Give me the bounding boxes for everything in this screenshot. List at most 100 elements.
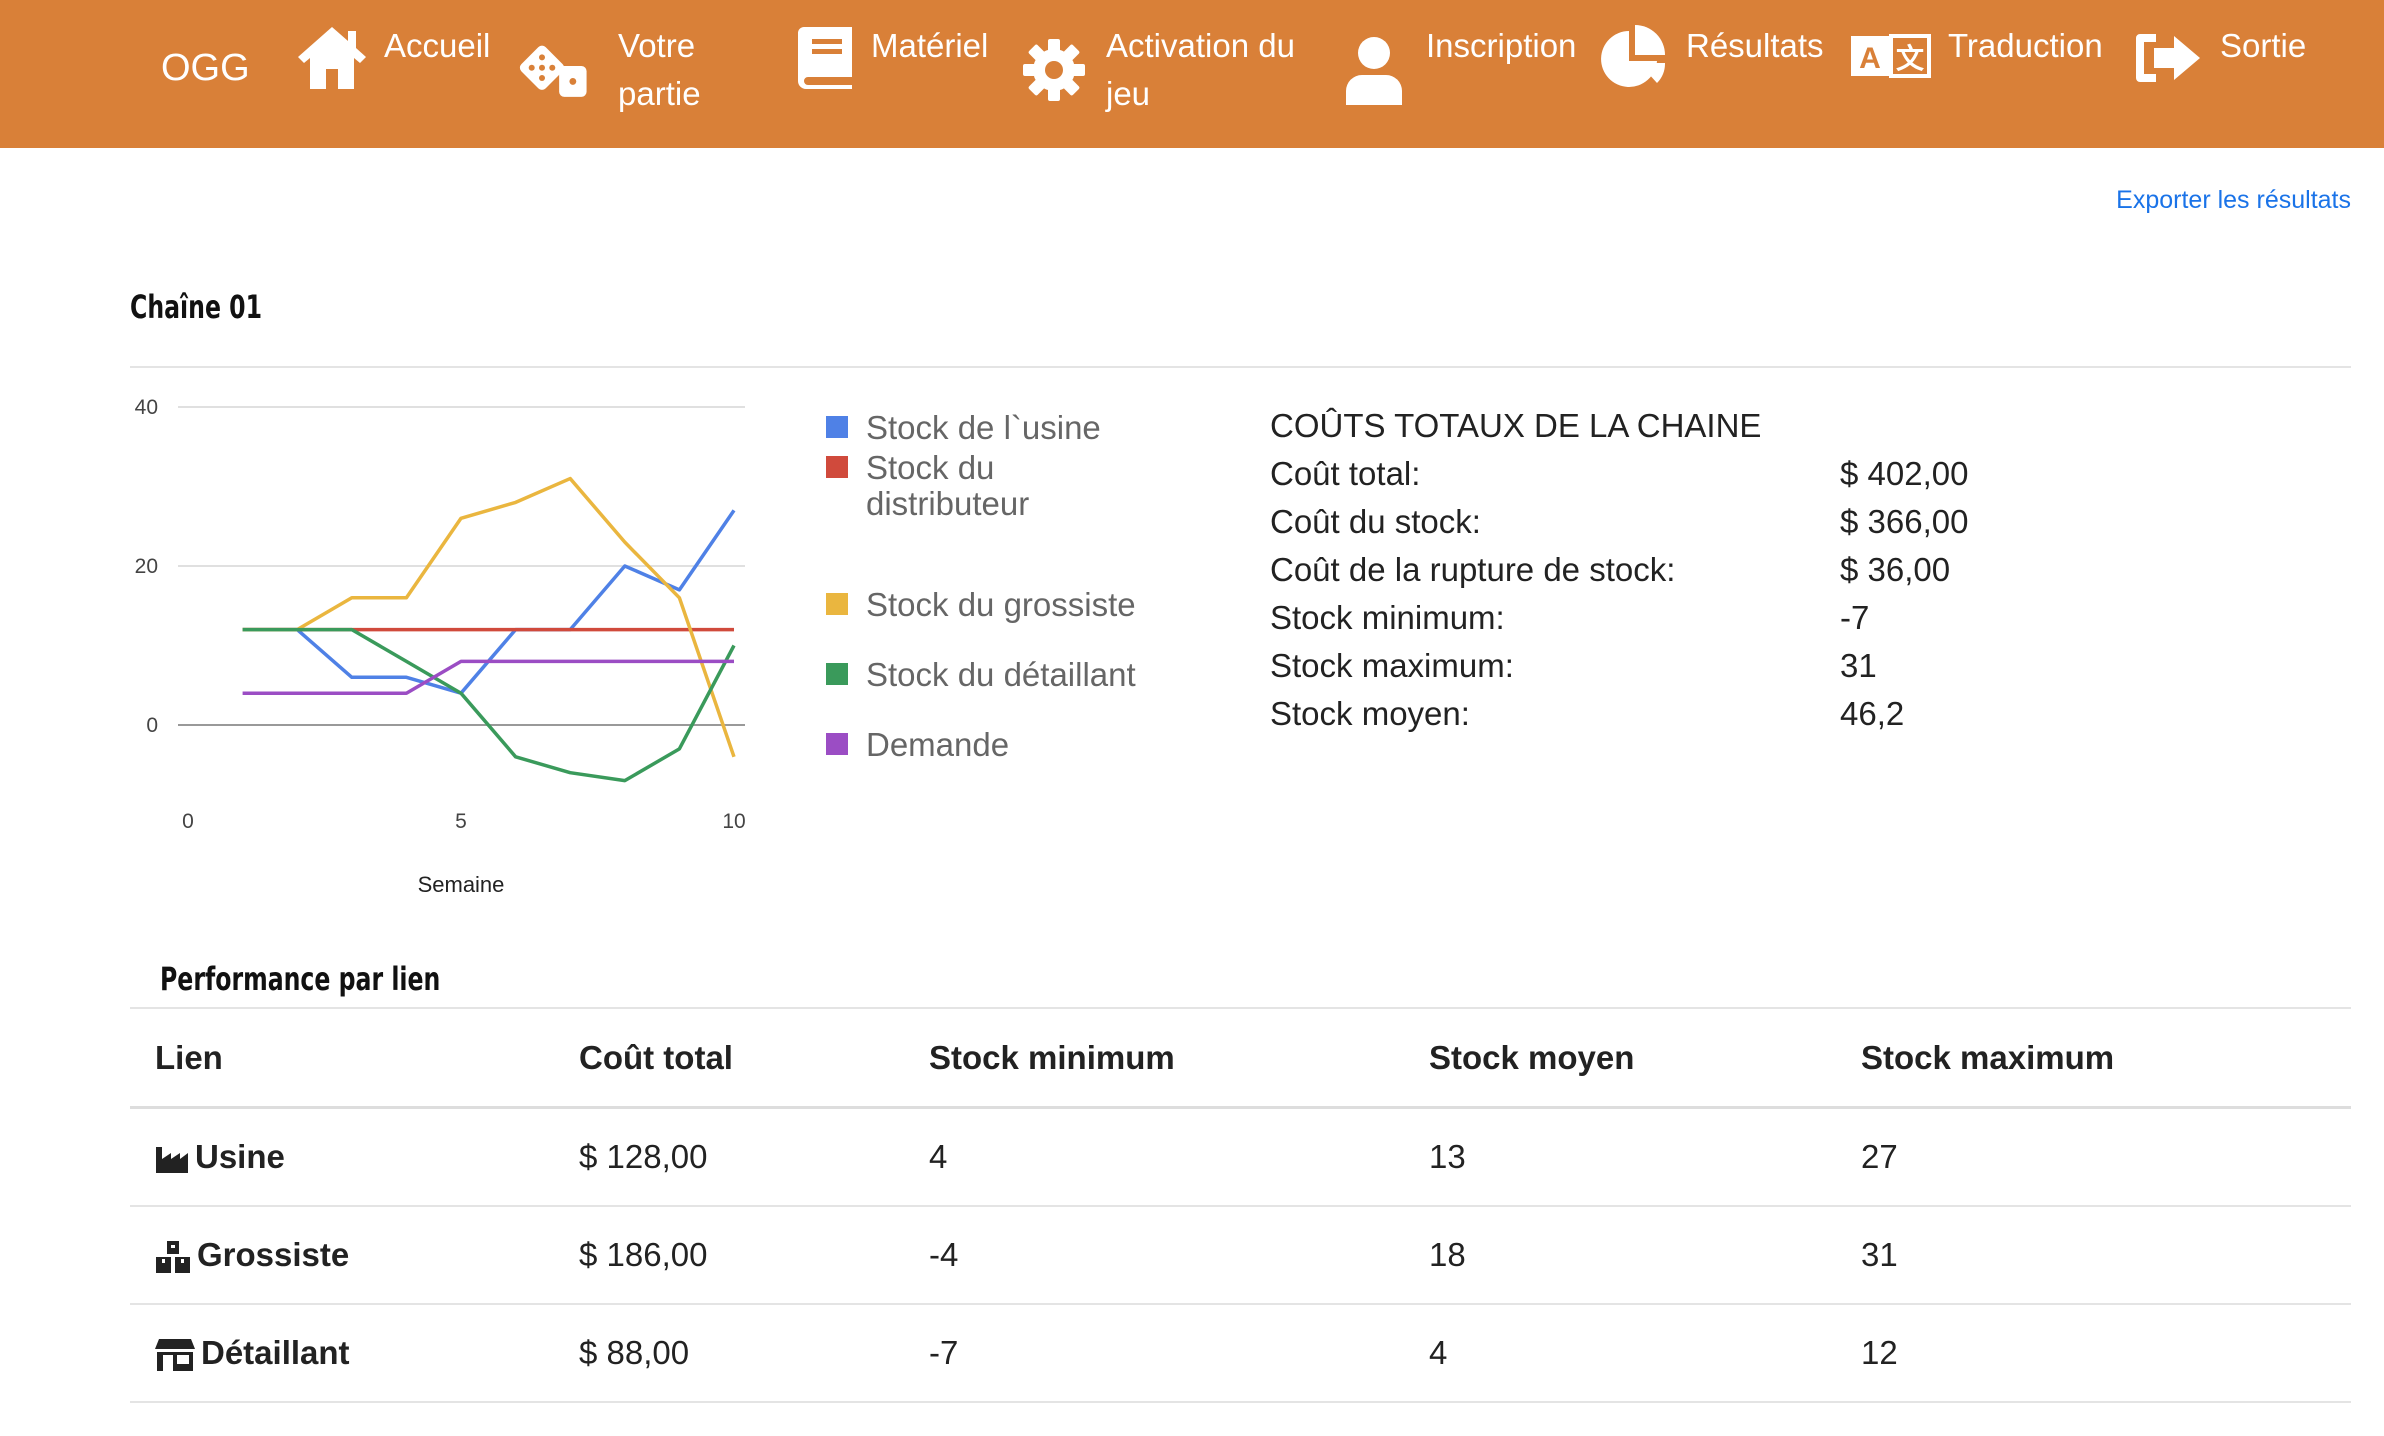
nav-label: Traduction	[1948, 27, 2103, 64]
cost-row: Stock minimum: -7	[1270, 594, 2070, 642]
series-line-3	[242, 627, 736, 783]
legend-swatch	[826, 733, 848, 755]
cell-stock-maximum: 12	[1836, 1304, 2351, 1403]
nav-item-sortie[interactable]: Sortie	[2132, 22, 2306, 122]
legend-label: Demande	[866, 727, 1009, 763]
cost-row: Coût total: $ 402,00	[1270, 450, 2070, 498]
legend-item[interactable]: Stock du grossiste	[826, 587, 1136, 623]
cell-stock-minimum: -7	[904, 1304, 1404, 1403]
x-tick-label: 0	[182, 810, 194, 833]
store-icon	[155, 1339, 195, 1372]
nav-label: Matériel	[871, 27, 989, 64]
legend-item[interactable]: Stock de l`usine	[826, 410, 1101, 446]
series-line-0	[242, 509, 736, 695]
legend-swatch	[826, 663, 848, 685]
header-stock-maximum: Stock maximum	[1836, 1010, 2351, 1109]
cell-stock-minimum: -4	[904, 1206, 1404, 1305]
nav-label: Accueil	[384, 27, 491, 64]
brand-link[interactable]: OGG	[161, 47, 250, 89]
legend-item[interactable]: Stock du distributeur	[826, 450, 1029, 522]
nav-label: Votre partie	[618, 27, 701, 112]
legend-label-line: Stock du grossiste	[866, 586, 1136, 623]
cost-label: Coût de la rupture de stock:	[1270, 551, 1676, 588]
sign-out-icon	[2132, 22, 2204, 94]
cell-stock-moyen: 13	[1404, 1107, 1836, 1207]
legend-label: Stock de l`usine	[866, 410, 1101, 446]
link-name: Détaillant	[201, 1334, 350, 1371]
dice-icon	[518, 36, 590, 108]
legend-item[interactable]: Stock du détaillant	[826, 657, 1136, 693]
y-tick-label: 0	[146, 714, 158, 737]
cost-value: 46,2	[1840, 695, 1905, 732]
legend-swatch	[826, 456, 848, 478]
nav-item-materiel[interactable]: Matériel	[795, 22, 988, 122]
nav-item-inscription[interactable]: Inscription	[1338, 22, 1576, 122]
nav-item-traduction[interactable]: A 文 Traduction	[1848, 22, 2103, 122]
divider	[130, 366, 2351, 368]
nav-item-resultats[interactable]: Résultats	[1598, 22, 1824, 122]
legend-swatch	[826, 416, 848, 438]
cost-value: $ 402,00	[1840, 455, 1969, 492]
link-name: Usine	[195, 1138, 285, 1175]
header-stock-minimum: Stock minimum	[904, 1010, 1404, 1109]
nav-label: Sortie	[2220, 27, 2307, 64]
nav-label: Activation du jeu	[1106, 27, 1295, 112]
x-tick-label: 5	[455, 810, 467, 833]
user-icon	[1338, 34, 1410, 106]
series-line-2	[242, 476, 736, 758]
cell-stock-moyen: 4	[1404, 1304, 1836, 1403]
series-line-4	[242, 659, 734, 695]
legend-label: Stock du détaillant	[866, 657, 1136, 693]
perf-title: Performance par lien	[160, 960, 441, 998]
costs-title: COÛTS TOTAUX DE LA CHAINE	[1270, 407, 1762, 444]
legend-label-line: Demande	[866, 726, 1010, 763]
cell-cout-total: $ 186,00	[554, 1206, 904, 1305]
nav-item-accueil[interactable]: Accueil	[296, 22, 490, 122]
performance-table: Lien Coût total Stock minimum Stock moye…	[130, 1010, 2351, 1403]
cell-cout-total: $ 128,00	[554, 1107, 904, 1207]
divider	[130, 1007, 2351, 1009]
table-row: Usine $ 128,00 4 13 27	[130, 1107, 2351, 1207]
cost-row: Coût du stock: $ 366,00	[1270, 498, 2070, 546]
cost-label: Stock moyen:	[1270, 695, 1470, 732]
legend-label-line: Stock de l`usine	[866, 409, 1101, 446]
cell-cout-total: $ 88,00	[554, 1304, 904, 1403]
home-icon	[296, 22, 368, 94]
book-icon	[795, 22, 855, 94]
translate-icon: A 文	[1848, 22, 1932, 94]
nav-label: Résultats	[1686, 27, 1824, 64]
cost-label: Coût total:	[1270, 455, 1421, 492]
top-navbar: OGG Accueil Votre partie Matériel	[0, 0, 2384, 148]
cost-row: Coût de la rupture de stock: $ 36,00	[1270, 546, 2070, 594]
export-results-link[interactable]: Exporter les résultats	[2116, 186, 2351, 214]
cost-value: -7	[1840, 599, 1870, 636]
table-row: Détaillant $ 88,00 -7 4 12	[130, 1304, 2351, 1403]
cost-label: Stock minimum:	[1270, 599, 1505, 636]
svg-text:文: 文	[1896, 42, 1924, 74]
cell-lien: Détaillant	[130, 1304, 554, 1403]
y-tick-label: 40	[135, 396, 158, 419]
cell-stock-maximum: 31	[1836, 1206, 2351, 1305]
header-cout-total: Coût total	[554, 1010, 904, 1109]
nav-item-activation[interactable]: Activation du jeu	[1018, 22, 1295, 122]
cell-stock-minimum: 4	[904, 1107, 1404, 1207]
nav-item-votre-partie[interactable]: Votre partie	[518, 22, 701, 122]
cost-label: Stock maximum:	[1270, 647, 1514, 684]
x-tick-label: 10	[722, 810, 745, 833]
boxes-icon	[155, 1241, 191, 1274]
cell-stock-maximum: 27	[1836, 1107, 2351, 1207]
cost-rows: Coût total: $ 402,00 Coût du stock: $ 366,0…	[1270, 450, 2070, 738]
header-stock-moyen: Stock moyen	[1404, 1010, 1836, 1109]
chain-costs-panel: COÛTS TOTAUX DE LA CHAINE Coût total: $ 4…	[1270, 402, 2070, 738]
cost-label: Coût du stock:	[1270, 503, 1481, 540]
legend-label: Stock du grossiste	[866, 587, 1136, 623]
nav-label: Inscription	[1426, 27, 1577, 64]
legend-item[interactable]: Demande	[826, 727, 1009, 763]
stock-line-chart: 0 20 40 0 5 10 Semaine	[120, 385, 760, 925]
table-header-row: Lien Coût total Stock minimum Stock moye…	[130, 1010, 2351, 1109]
table-row: Grossiste $ 186,00 -4 18 31	[130, 1206, 2351, 1305]
legend-label: Stock du distributeur	[866, 450, 1029, 522]
cost-row: Stock moyen: 46,2	[1270, 690, 2070, 738]
legend-swatch	[826, 593, 848, 615]
y-tick-label: 20	[135, 555, 158, 578]
